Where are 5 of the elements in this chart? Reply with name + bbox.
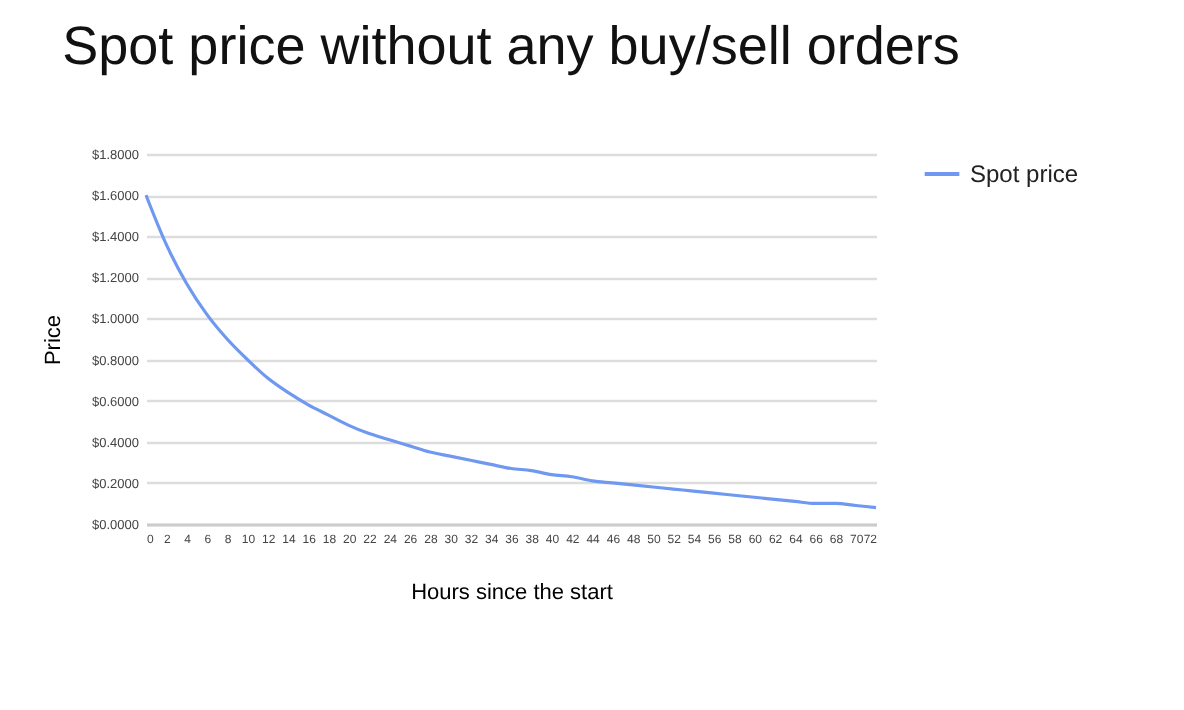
legend-label: Spot price [970, 160, 1079, 188]
line-series [144, 193, 878, 510]
x-axis-title: Hours since the start [411, 581, 613, 605]
y-axis-title: Price [42, 314, 67, 366]
chart-title: Spot price without any buy/sell orders [62, 16, 960, 76]
